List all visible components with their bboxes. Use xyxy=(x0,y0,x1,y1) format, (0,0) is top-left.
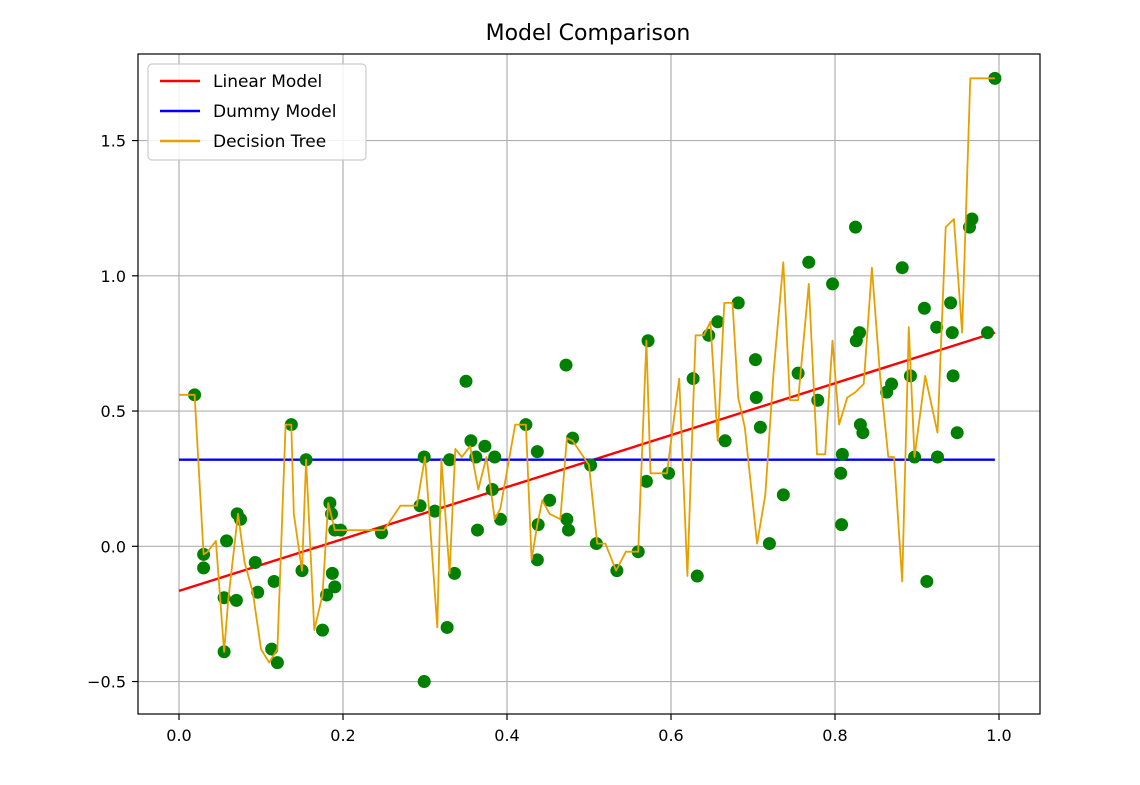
data-point xyxy=(731,296,745,310)
y-axis-ticks: −0.5 0.0 0.5 1.0 1.5 xyxy=(87,132,138,692)
y-tick-label: 1.0 xyxy=(101,267,126,286)
data-point xyxy=(945,326,959,340)
data-point xyxy=(950,426,964,440)
data-point xyxy=(323,496,337,510)
y-tick-label: −0.5 xyxy=(87,673,126,692)
data-point xyxy=(248,556,262,570)
data-point xyxy=(267,574,281,588)
series-line-decision-tree xyxy=(179,77,995,664)
y-tick-label: 0.0 xyxy=(101,537,126,556)
data-point xyxy=(749,391,763,405)
data-point xyxy=(834,466,848,480)
data-point xyxy=(690,569,704,583)
data-point xyxy=(791,366,805,380)
data-point xyxy=(270,656,284,670)
data-point xyxy=(464,434,478,448)
x-tick-label: 0.6 xyxy=(658,726,683,745)
data-point xyxy=(802,255,816,269)
data-point xyxy=(443,453,457,467)
plot-frame xyxy=(137,53,1041,715)
data-point xyxy=(686,372,700,386)
data-point xyxy=(718,434,732,448)
data-point xyxy=(234,512,247,526)
data-point xyxy=(316,623,329,637)
data-point xyxy=(946,369,960,383)
data-point xyxy=(762,537,776,551)
data-point xyxy=(560,512,574,526)
data-point xyxy=(930,320,944,334)
data-point xyxy=(835,518,849,532)
chart-title: Model Comparison xyxy=(486,21,691,46)
y-tick-label: 1.5 xyxy=(101,132,126,151)
x-axis-ticks: 0.0 0.2 0.4 0.6 0.8 1.0 xyxy=(166,714,1012,745)
data-point xyxy=(459,374,473,388)
data-point xyxy=(251,585,265,599)
data-point xyxy=(566,431,580,445)
data-point xyxy=(197,561,211,575)
y-tick-label: 0.5 xyxy=(101,402,126,421)
data-point xyxy=(748,353,762,367)
data-point xyxy=(448,566,462,580)
data-point xyxy=(530,553,544,567)
data-point xyxy=(885,377,899,391)
data-point xyxy=(753,420,767,434)
data-point xyxy=(853,326,867,340)
data-point xyxy=(562,523,575,537)
data-point xyxy=(826,277,840,291)
data-point xyxy=(981,326,995,340)
data-point xyxy=(229,593,243,607)
data-point xyxy=(711,315,725,329)
data-point xyxy=(641,334,655,348)
data-point xyxy=(639,474,653,488)
data-point xyxy=(920,574,934,588)
data-point xyxy=(931,450,944,464)
data-point xyxy=(662,466,676,480)
data-point xyxy=(543,493,557,507)
data-point xyxy=(470,523,484,537)
data-point xyxy=(325,566,339,580)
x-tick-label: 0.2 xyxy=(330,726,355,745)
data-point xyxy=(265,642,279,656)
data-point xyxy=(849,220,862,234)
data-point xyxy=(493,512,507,526)
data-point xyxy=(895,261,909,275)
legend-box xyxy=(147,63,367,161)
data-point xyxy=(328,580,342,594)
legend-label-decision-tree: Decision Tree xyxy=(213,132,326,152)
data-point xyxy=(811,393,825,407)
data-point xyxy=(428,504,442,518)
data-point xyxy=(488,450,502,464)
legend: Linear Model Dummy Model Decision Tree xyxy=(147,63,367,161)
scatter-points xyxy=(188,71,1002,689)
legend-label-dummy-model: Dummy Model xyxy=(213,102,337,122)
data-point xyxy=(220,534,234,548)
data-point xyxy=(559,358,573,372)
legend-label-linear-model: Linear Model xyxy=(213,72,322,92)
x-tick-label: 0.0 xyxy=(166,726,191,745)
data-point xyxy=(417,675,431,689)
x-tick-label: 1.0 xyxy=(986,726,1011,745)
data-point xyxy=(965,212,979,226)
x-tick-label: 0.8 xyxy=(822,726,847,745)
data-point xyxy=(440,620,454,634)
data-point xyxy=(944,296,958,310)
data-point xyxy=(478,439,492,453)
data-point xyxy=(776,488,790,502)
data-point xyxy=(530,445,544,459)
data-point xyxy=(856,426,870,440)
data-point xyxy=(917,301,931,315)
x-tick-label: 0.4 xyxy=(494,726,519,745)
data-point xyxy=(485,482,499,496)
data-point xyxy=(835,447,849,461)
